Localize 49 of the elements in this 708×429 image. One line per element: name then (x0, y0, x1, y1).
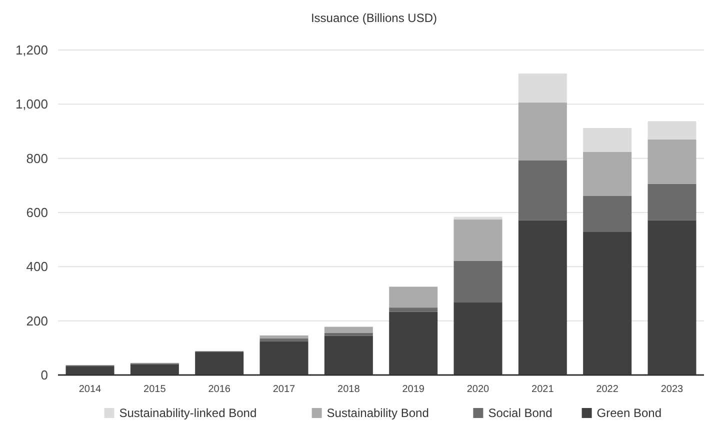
bar (260, 338, 308, 342)
bar (130, 364, 179, 375)
y-tick-label: 1,200 (15, 42, 48, 58)
bar (518, 160, 567, 220)
bar (389, 312, 438, 375)
bar (260, 341, 308, 375)
bar (389, 286, 438, 308)
bar (518, 102, 567, 160)
bar (583, 232, 632, 375)
x-tick-label: 2018 (338, 384, 360, 395)
bar (518, 74, 567, 103)
bar (648, 220, 696, 375)
y-tick-label: 200 (26, 313, 48, 328)
x-tick-label: 2017 (272, 384, 296, 395)
y-tick-label: 0 (40, 368, 48, 383)
bar (454, 220, 502, 261)
bar (583, 152, 632, 196)
chart-title: Issuance (Billions USD) (310, 11, 438, 25)
y-tick-label: 800 (26, 150, 48, 166)
x-tick-label: 2021 (532, 384, 554, 395)
x-tick-label: 2023 (660, 384, 684, 395)
bar (583, 128, 632, 152)
bar (260, 335, 308, 338)
x-tick-label: 2019 (402, 384, 425, 395)
legend-label: Sustainability-linked Bond (119, 406, 257, 420)
bar (648, 121, 696, 140)
bar (324, 326, 373, 333)
bar (648, 184, 696, 220)
bar (324, 336, 373, 375)
bar (454, 260, 502, 302)
bar (454, 216, 502, 220)
bar (518, 220, 567, 375)
bar (389, 308, 438, 312)
bar (648, 139, 696, 184)
bar (195, 352, 244, 375)
legend-label: Green Bond (596, 406, 662, 420)
y-tick-label: 1,000 (15, 96, 48, 112)
legend-label: Social Bond (488, 406, 552, 420)
y-tick-label: 600 (26, 205, 48, 220)
x-tick-label: 2020 (466, 384, 490, 395)
bar (454, 302, 502, 375)
x-tick-label: 2016 (208, 384, 231, 395)
bar (583, 196, 632, 232)
bar (66, 366, 114, 375)
y-tick-label: 400 (26, 259, 48, 274)
legend-label: Sustainability Bond (326, 406, 429, 420)
x-tick-label: 2014 (78, 384, 102, 395)
x-tick-label: 2022 (596, 384, 619, 395)
x-tick-label: 2015 (144, 384, 166, 395)
